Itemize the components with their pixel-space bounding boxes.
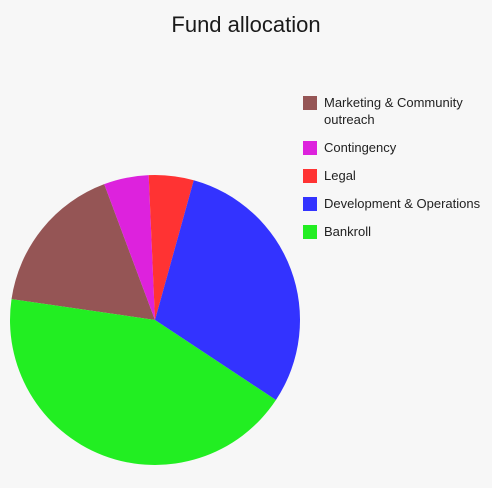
pie-slice-3 (155, 180, 300, 401)
legend-item: Development & Operations (303, 195, 488, 212)
legend-swatch (303, 96, 317, 110)
legend-swatch (303, 197, 317, 211)
legend-item: Bankroll (303, 223, 488, 240)
legend-label: Bankroll (324, 224, 371, 239)
legend-label: Contingency (324, 140, 397, 155)
legend-swatch (303, 169, 317, 183)
legend-label: Development & Operations (324, 196, 481, 211)
legend-label: Marketing & Community outreach (324, 95, 463, 127)
legend-item: Marketing & Community outreach (303, 94, 488, 128)
pie-slice-0 (11, 184, 155, 320)
legend: Marketing & Community outreach Contingenc… (303, 94, 488, 251)
legend-swatch (303, 141, 317, 155)
pie-slice-1 (104, 175, 155, 320)
pie-slice-4 (10, 299, 276, 465)
legend-item: Contingency (303, 139, 488, 156)
legend-swatch (303, 225, 317, 239)
pie-slice-2 (148, 175, 194, 320)
chart-title: Fund allocation (171, 12, 321, 37)
legend-item: Legal (303, 167, 488, 184)
legend-label: Legal (324, 168, 356, 183)
